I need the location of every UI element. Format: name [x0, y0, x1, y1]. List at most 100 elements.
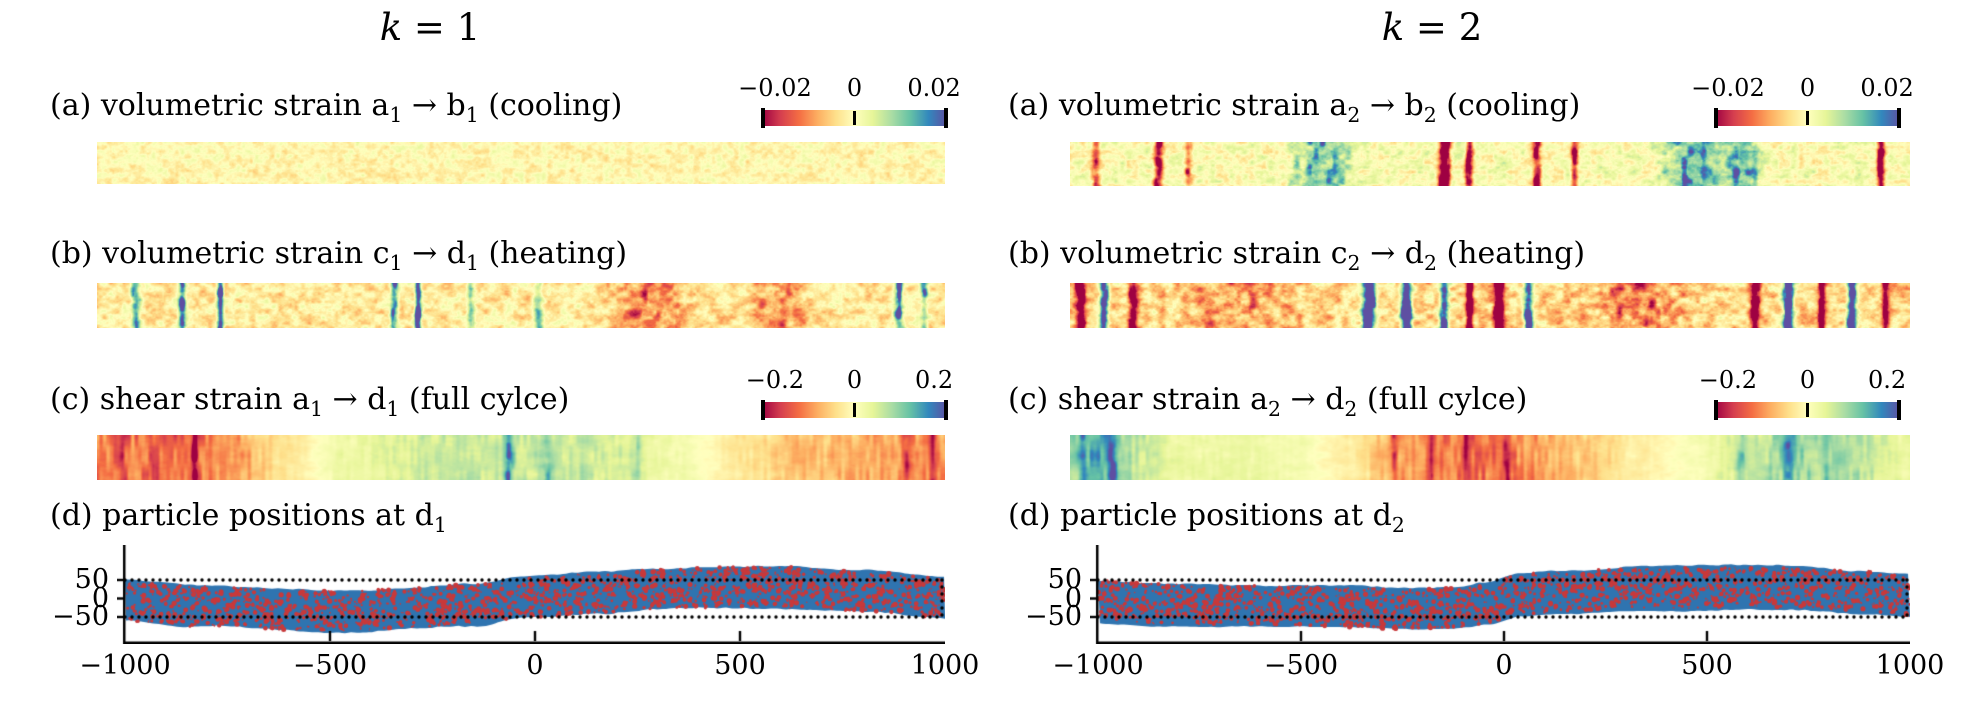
y-axis-tick-label: 0 — [91, 582, 109, 614]
title-variable: k — [379, 6, 403, 49]
colorbar-ticklabels: −0.02 0 0.02 — [738, 74, 961, 104]
colorbar-tick-mark — [761, 108, 765, 128]
y-axis-tick-label: 50 — [74, 564, 109, 595]
label-text: → b — [1360, 88, 1424, 123]
colorbar-tick-mark — [944, 400, 948, 420]
heatmap-strip-b-k2 — [1070, 283, 1910, 328]
panel-label-a-k2: (a) volumetric strain a2 → b2 (cooling) — [1008, 88, 1581, 125]
title-value: = 2 — [1404, 6, 1483, 49]
colorbar-tick-mark — [1806, 111, 1809, 125]
label-subscript: 1 — [310, 397, 323, 421]
colorbar-tick-label: −0.02 — [1691, 74, 1765, 102]
x-axis-tick-label: 0 — [526, 650, 544, 681]
label-text: (cooling) — [1436, 88, 1581, 123]
title-value: = 1 — [402, 6, 481, 49]
label-subscript: 1 — [389, 103, 403, 127]
colorbar-tick-label: −0.02 — [738, 74, 812, 102]
label-text: (b) volumetric strain c — [50, 236, 390, 271]
panel-label-d-k2: (d) particle positions at d2 — [1008, 498, 1405, 535]
colorbar-tick-label: 0.02 — [907, 74, 961, 102]
heatmap-strip-c-k2 — [1070, 435, 1910, 480]
x-axis-tick-label: −500 — [292, 650, 368, 681]
label-subscript: 1 — [433, 513, 447, 537]
y-axis-tick-label: −50 — [1025, 601, 1082, 632]
colorbar-ticklabels: −0.2 0 0.2 — [746, 366, 953, 396]
colorbar-tick-mark — [944, 108, 948, 128]
x-axis-tick-label: 1000 — [910, 650, 980, 681]
label-subscript: 1 — [465, 103, 479, 127]
x-axis-tick-label: −1000 — [79, 650, 171, 681]
x-axis-tick-label: 1000 — [1875, 650, 1945, 681]
colorbar-ticklabels: −0.02 0 0.02 — [1691, 74, 1914, 104]
colorbar-tick-label: 0 — [1799, 74, 1816, 102]
heatmap-strip-a-k2 — [1070, 142, 1910, 186]
colorbar-gradient — [761, 400, 948, 420]
heatmap-strip-b-k1 — [97, 283, 945, 328]
colorbar-tick-label: −0.2 — [1698, 366, 1758, 394]
panel-label-b-k1: (b) volumetric strain c1 → d1 (heating) — [50, 236, 628, 273]
label-text: (c) shear strain a — [1008, 382, 1268, 417]
x-axis-tick-label: 500 — [1681, 650, 1733, 681]
y-axis-tick-label: 0 — [1064, 582, 1082, 614]
label-subscript: 2 — [1423, 251, 1437, 275]
label-text: (a) volumetric strain a — [50, 88, 390, 123]
colorbar-tick-mark — [1714, 400, 1718, 420]
label-text: → d — [1280, 382, 1345, 417]
label-text: (full cylce) — [399, 382, 570, 417]
panel-label-c-k2: (c) shear strain a2 → d2 (full cylce) — [1008, 382, 1527, 419]
colorbar-tick-label: 0 — [846, 74, 863, 102]
label-subscript: 2 — [1347, 251, 1361, 275]
label-subscript: 2 — [1423, 103, 1437, 127]
label-text: (a) volumetric strain a — [1008, 88, 1348, 123]
label-text: (b) volumetric strain c — [1008, 236, 1348, 271]
colorbar-tick-mark — [853, 403, 856, 417]
label-text: (c) shear strain a — [50, 382, 310, 417]
colorbar-gradient — [761, 108, 948, 128]
x-axis-tick-label: 0 — [1495, 650, 1513, 681]
label-subscript: 1 — [389, 251, 403, 275]
colorbar-tick-mark — [761, 400, 765, 420]
panel-label-c-k1: (c) shear strain a1 → d1 (full cylce) — [50, 382, 570, 419]
colorbar-a-k2: −0.02 0 0.02 — [1691, 74, 1914, 128]
colorbar-tick-mark — [1806, 403, 1809, 417]
label-subscript: 1 — [465, 251, 479, 275]
panel-label-b-k2: (b) volumetric strain c2 → d2 (heating) — [1008, 236, 1586, 273]
colorbar-c-k1: −0.2 0 0.2 — [746, 366, 953, 420]
label-text: (d) particle positions at d — [50, 498, 434, 533]
colorbar-a-k1: −0.02 0 0.02 — [738, 74, 961, 128]
label-text: → d — [402, 236, 466, 271]
x-axis-tick-label: 500 — [714, 650, 766, 681]
label-subscript: 2 — [1268, 397, 1281, 421]
label-subscript: 2 — [1347, 103, 1361, 127]
colorbar-tick-mark — [1897, 400, 1901, 420]
colorbar-tick-label: −0.2 — [745, 366, 805, 394]
label-subscript: 2 — [1391, 513, 1405, 537]
y-axis-tick-label: −50 — [52, 601, 109, 632]
colorbar-tick-label: 0.02 — [1860, 74, 1914, 102]
colorbar-tick-mark — [853, 111, 856, 125]
label-subscript: 2 — [1344, 397, 1358, 421]
colorbar-tick-label: 0 — [1799, 366, 1816, 394]
panel-label-a-k1: (a) volumetric strain a1 → b1 (cooling) — [50, 88, 623, 125]
particle-plot-k1 — [117, 545, 945, 644]
panel-label-d-k1: (d) particle positions at d1 — [50, 498, 447, 535]
label-text: (heating) — [1436, 236, 1586, 271]
label-text: (cooling) — [478, 88, 623, 123]
colorbar-c-k2: −0.2 0 0.2 — [1699, 366, 1906, 420]
colorbar-tick-label: 0.2 — [914, 366, 954, 394]
colorbar-gradient — [1714, 108, 1901, 128]
label-text: → d — [322, 382, 387, 417]
column-title-k2: k = 2 — [1382, 6, 1483, 49]
x-axis-tick-label: −500 — [1263, 650, 1339, 681]
column-title-k1: k = 1 — [380, 6, 481, 49]
label-text: → d — [1360, 236, 1424, 271]
particle-plot-k2 — [1090, 545, 1910, 644]
colorbar-tick-label: 0 — [846, 366, 863, 394]
heatmap-strip-a-k1 — [97, 142, 945, 184]
x-axis-tick-label: −1000 — [1052, 650, 1144, 681]
label-text: (d) particle positions at d — [1008, 498, 1392, 533]
heatmap-strip-c-k1 — [97, 435, 945, 480]
label-text: (heating) — [478, 236, 628, 271]
label-text: → b — [402, 88, 466, 123]
